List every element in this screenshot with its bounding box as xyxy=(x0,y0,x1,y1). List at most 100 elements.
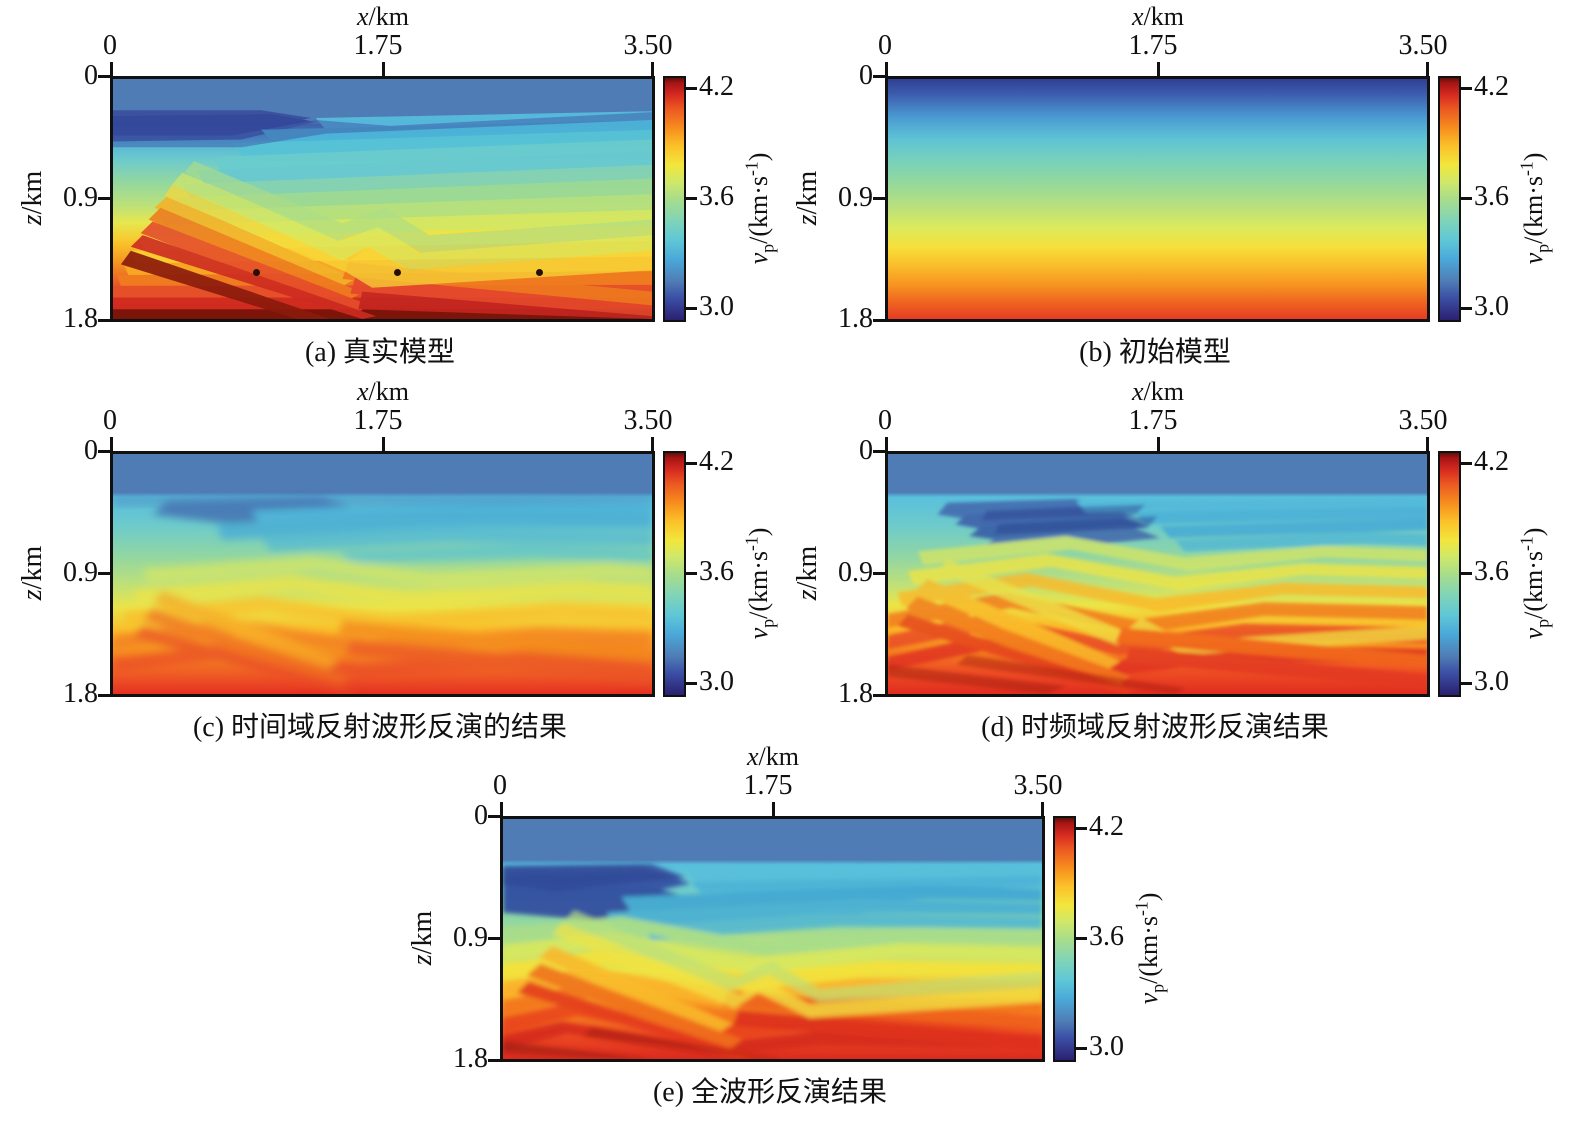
panel-d-plot-area xyxy=(885,451,1430,697)
panel-e-xtick-mark-0 xyxy=(500,802,503,816)
panel-c-ytick-mark-0 xyxy=(98,450,112,453)
panel-a-xtick-mark-1 xyxy=(382,62,385,76)
panel-e-colorbar-label-4_2: 4.2 xyxy=(1089,811,1124,842)
panel-e-ytick-mark-1 xyxy=(488,937,502,940)
panel-d-colorbar-tick-3_6 xyxy=(1461,572,1472,575)
panel-d-ytick-mark-0 xyxy=(873,450,887,453)
panel-b-xtick-1: 1.75 xyxy=(1128,30,1178,61)
panel-e-xtick-0: 0 xyxy=(493,770,507,801)
panel-b-x-axis-label: x/km xyxy=(1132,2,1184,31)
panel-c-colorbar-tick-4_2 xyxy=(686,462,697,465)
panel-d-ytick-0: 0 xyxy=(859,435,873,466)
panel-e-ytick-mark-0 xyxy=(488,815,502,818)
colorbar-gradient xyxy=(665,78,684,320)
panel-c-xtick-2: 3.50 xyxy=(623,405,673,436)
panel-d-colorbar-tick-4_2 xyxy=(1461,462,1472,465)
panel-b-ytick-mark-2 xyxy=(873,319,887,322)
panel-e: x/km 0 1.75 3.50 z/km 0 0.9 1.8 xyxy=(390,740,1167,1122)
panel-b-colorbar-tick-4_2 xyxy=(1461,87,1472,90)
panel-c-x-axis-label: x/km xyxy=(357,377,409,406)
panel-e-xtick-mark-1 xyxy=(772,802,775,816)
panel-a-colorbar-label-3_6: 3.6 xyxy=(699,181,734,212)
panel-b-xtick-0: 0 xyxy=(878,30,892,61)
panel-e-caption: (e) 全波形反演结果 xyxy=(652,1077,888,1108)
panel-c-xtick-mark-1 xyxy=(382,437,385,451)
panel-d-x-axis-label: x/km xyxy=(1132,377,1184,406)
panel-d-colorbar-tick-3_0 xyxy=(1461,682,1472,685)
panel-e-colorbar-label-3_0: 3.0 xyxy=(1089,1031,1124,1062)
panel-e-ytick-0: 0 xyxy=(474,800,488,831)
panel-b-ytick-1: 0.9 xyxy=(838,182,873,213)
panel-d-colorbar-label-3_0: 3.0 xyxy=(1474,666,1509,697)
panel-b-colorbar-label-4_2: 4.2 xyxy=(1474,71,1509,102)
panel-b-colorbar-tick-3_0 xyxy=(1461,307,1472,310)
panel-b-ytick-2: 1.8 xyxy=(838,303,873,334)
panel-a-xtick-2: 3.50 xyxy=(623,30,673,61)
panel-e-colorbar-title: vp/(km·s-1) xyxy=(1131,892,1168,1005)
panel-a-caption: (a) 真实模型 xyxy=(304,337,456,368)
panel-a-ytick-mark-2 xyxy=(98,319,112,322)
panel-e-ytick-1: 0.9 xyxy=(453,922,488,953)
panel-c-colorbar xyxy=(663,451,686,697)
panel-a-colorbar-tick-4_2 xyxy=(686,87,697,90)
panel-b-colorbar-label-3_6: 3.6 xyxy=(1474,181,1509,212)
panel-e-x-axis-label: x/km xyxy=(747,742,799,771)
panel-d-xtick-1: 1.75 xyxy=(1128,405,1178,436)
panel-b-xtick-mark-0 xyxy=(885,62,888,76)
colorbar-gradient xyxy=(1440,78,1459,320)
panel-a-ytick-0: 0 xyxy=(84,60,98,91)
panel-d-caption: (d) 时频域反射波形反演结果 xyxy=(981,712,1329,743)
panel-d-ytick-2: 1.8 xyxy=(838,678,873,709)
panel-b-ytick-0: 0 xyxy=(859,60,873,91)
panel-a-xtick-mark-2 xyxy=(651,62,654,76)
panel-c-colorbar-label-4_2: 4.2 xyxy=(699,446,734,477)
colorbar-gradient xyxy=(1440,453,1459,695)
panel-c-ytick-0: 0 xyxy=(84,435,98,466)
panel-e-colorbar-tick-4_2 xyxy=(1076,827,1087,830)
panel-c-ytick-mark-1 xyxy=(98,572,112,575)
panel-b-colorbar-tick-3_6 xyxy=(1461,197,1472,200)
panel-c-ytick-1: 0.9 xyxy=(63,557,98,588)
panel-b-xtick-mark-2 xyxy=(1426,62,1429,76)
panel-e-colorbar-label-3_6: 3.6 xyxy=(1089,921,1124,952)
panel-c-velocity-image xyxy=(113,454,652,694)
panel-d-colorbar-label-3_6: 3.6 xyxy=(1474,556,1509,587)
panel-d-xtick-mark-2 xyxy=(1426,437,1429,451)
panel-a: x/km 0 1.75 3.50 z/km 0 0.9 1.8 xyxy=(0,0,777,370)
panel-e-plot-area xyxy=(500,816,1045,1062)
panel-b-colorbar-label-3_0: 3.0 xyxy=(1474,291,1509,322)
panel-b-xtick-mark-1 xyxy=(1157,62,1160,76)
panel-c-xtick-mark-2 xyxy=(651,437,654,451)
panel-b-ytick-mark-0 xyxy=(873,75,887,78)
panel-e-colorbar-tick-3_6 xyxy=(1076,937,1087,940)
panel-c-colorbar-tick-3_6 xyxy=(686,572,697,575)
panel-b-xtick-2: 3.50 xyxy=(1398,30,1448,61)
panel-b: x/km 0 1.75 3.50 z/km 0 0.9 1.8 4.2 3.6 … xyxy=(775,0,1552,370)
panel-e-ytick-2: 1.8 xyxy=(453,1043,488,1074)
panel-d-xtick-mark-0 xyxy=(885,437,888,451)
source-marker xyxy=(394,269,401,276)
panel-e-xtick-mark-2 xyxy=(1041,802,1044,816)
panel-d-xtick-2: 3.50 xyxy=(1398,405,1448,436)
panel-a-colorbar xyxy=(663,76,686,322)
panel-d-colorbar-label-4_2: 4.2 xyxy=(1474,446,1509,477)
panel-c-caption: (c) 时间域反射波形反演的结果 xyxy=(192,712,568,743)
panel-a-plot-area xyxy=(110,76,655,322)
panel-a-colorbar-label-4_2: 4.2 xyxy=(699,71,734,102)
panel-d-ytick-1: 0.9 xyxy=(838,557,873,588)
panel-d-colorbar xyxy=(1438,451,1461,697)
panel-c-plot-area xyxy=(110,451,655,697)
panel-d-xtick-0: 0 xyxy=(878,405,892,436)
panel-a-ytick-mark-1 xyxy=(98,197,112,200)
panel-c-xtick-0: 0 xyxy=(103,405,117,436)
panel-d-colorbar-title: vp/(km·s-1) xyxy=(1516,527,1553,640)
panel-d: x/km 0 1.75 3.50 z/km 0 0.9 1.8 xyxy=(775,375,1552,743)
colorbar-gradient xyxy=(1055,818,1074,1060)
panel-b-plot-area xyxy=(885,76,1430,322)
panel-e-colorbar-tick-3_0 xyxy=(1076,1047,1087,1050)
panel-a-xtick-0: 0 xyxy=(103,30,117,61)
panel-d-ytick-mark-2 xyxy=(873,694,887,697)
panel-a-xtick-mark-0 xyxy=(110,62,113,76)
panel-c-xtick-mark-0 xyxy=(110,437,113,451)
panel-c-ytick-mark-2 xyxy=(98,694,112,697)
